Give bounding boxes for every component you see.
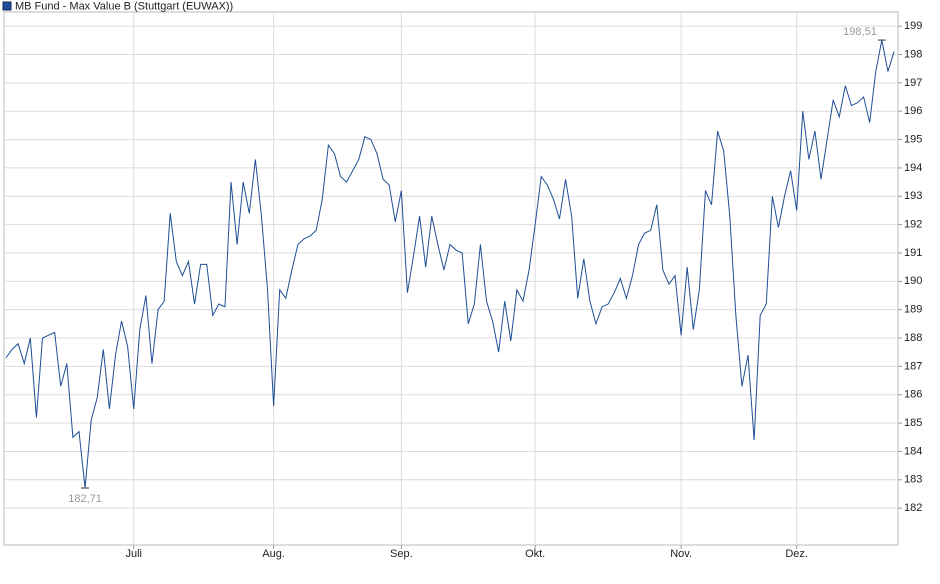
y-tick-label: 199 — [904, 20, 922, 32]
data-label: 198,51 — [843, 26, 877, 38]
y-tick-label: 189 — [904, 304, 922, 316]
legend-swatch — [2, 1, 12, 11]
y-tick-label: 187 — [904, 360, 922, 372]
y-tick-label: 198 — [904, 48, 922, 60]
x-tick-label: Dez. — [785, 548, 808, 560]
y-tick-label: 193 — [904, 190, 922, 202]
y-tick-label: 183 — [904, 474, 922, 486]
y-tick-label: 192 — [904, 219, 922, 231]
y-tick-label: 184 — [904, 445, 922, 457]
y-tick-label: 194 — [904, 162, 922, 174]
y-tick-label: 182 — [904, 502, 922, 514]
x-tick-label: Sep. — [390, 548, 413, 560]
x-tick-label: Okt. — [525, 548, 545, 560]
y-tick-label: 190 — [904, 275, 922, 287]
x-tick-label: Nov. — [670, 548, 692, 560]
x-tick-label: Juli — [125, 548, 142, 560]
y-tick-label: 188 — [904, 332, 922, 344]
line — [5, 39, 895, 489]
chart-title: MB Fund - Max Value B (Stuttgart (EUWAX)… — [15, 0, 233, 12]
y-tick-label: 191 — [904, 247, 922, 259]
plot-area — [3, 11, 899, 546]
data-label: 182,71 — [68, 493, 102, 505]
x-tick-label: Aug. — [262, 548, 285, 560]
y-tick-label: 185 — [904, 417, 922, 429]
y-tick-label: 196 — [904, 105, 922, 117]
y-tick-label: 186 — [904, 389, 922, 401]
y-tick-label: 195 — [904, 133, 922, 145]
y-tick-label: 197 — [904, 77, 922, 89]
